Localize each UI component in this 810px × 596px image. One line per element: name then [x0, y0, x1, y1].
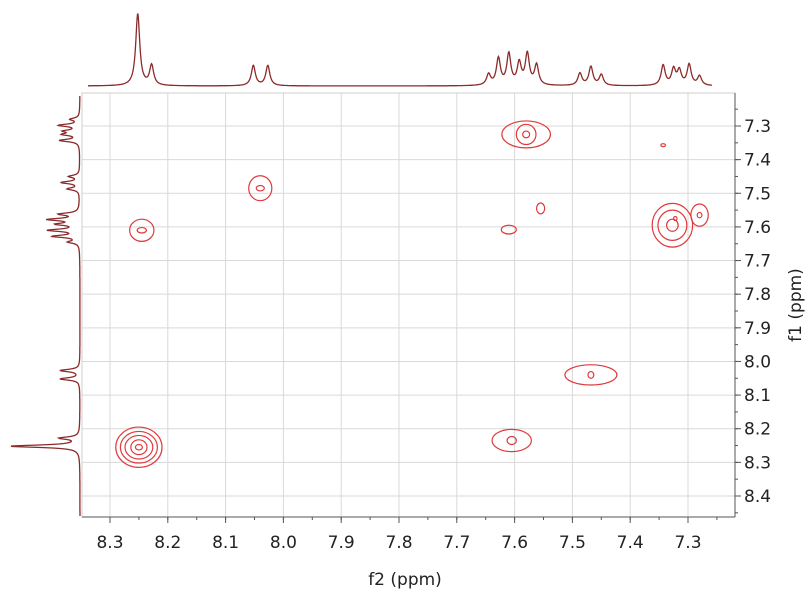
contour-level [248, 175, 273, 202]
cross-peaks [115, 120, 709, 469]
cross-peak [535, 202, 546, 215]
x-tick-label: 7.6 [501, 533, 528, 553]
contour-level [115, 426, 163, 469]
contour-level [657, 209, 688, 241]
contour-level [491, 428, 532, 453]
contour-level [672, 215, 678, 222]
contour-level [500, 224, 517, 235]
contour-level [124, 434, 154, 460]
x-tick-label: 7.7 [443, 533, 470, 553]
contour-level [119, 430, 158, 464]
contour-level [134, 443, 143, 451]
y-tick-label: 8.4 [744, 487, 771, 507]
cross-peak [651, 202, 694, 248]
f1-projection-spectrum [10, 96, 81, 516]
grid [82, 93, 735, 517]
x-tick-label: 7.3 [674, 533, 701, 553]
x-tick-label: 7.9 [328, 533, 355, 553]
y-tick-label: 7.5 [744, 184, 771, 204]
x-tick-label: 8.2 [154, 533, 181, 553]
y-axis-title: f1 (ppm) [786, 268, 806, 342]
contour-level [506, 435, 517, 446]
y-tick-label: 8.0 [744, 352, 771, 372]
x-tick-label: 7.4 [617, 533, 644, 553]
cross-peak [248, 175, 273, 202]
y-tick-label: 7.9 [744, 319, 771, 339]
y-tick-label: 7.8 [744, 285, 771, 305]
cross-peak [115, 426, 163, 469]
plot-frame [81, 92, 736, 518]
x-axis-title: f2 (ppm) [368, 570, 442, 590]
contour-level [666, 218, 679, 232]
contour-level [587, 370, 595, 379]
contour-level [690, 203, 709, 227]
cross-peak [690, 203, 709, 227]
contour-level [136, 226, 148, 234]
contour-level [501, 120, 552, 149]
contour-level [522, 130, 531, 139]
contour-level [130, 439, 148, 456]
f2-projection-spectrum [88, 13, 713, 87]
y-tick-label: 7.4 [744, 151, 771, 171]
f1-axis: 7.3 7.4 7.5 7.6 7.7 7.8 7.9 8.0 8.1 8.2 8.3 8.4 [734, 93, 771, 517]
f1-projection-trace [10, 96, 81, 516]
contour-level [660, 143, 667, 148]
x-tick-label: 8.3 [96, 533, 123, 553]
contour-level [564, 364, 618, 386]
x-tick-label: 7.8 [385, 533, 412, 553]
x-tick-label: 8.1 [212, 533, 239, 553]
contour-level [535, 202, 546, 215]
cross-peak [672, 215, 678, 222]
y-tick-label: 7.7 [744, 252, 771, 272]
f2-projection-trace [88, 13, 713, 87]
y-tick-label: 8.1 [744, 386, 771, 406]
y-tick-label: 7.6 [744, 218, 771, 238]
x-tick-label: 7.5 [559, 533, 586, 553]
cross-peak [129, 218, 155, 242]
y-tick-label: 8.3 [744, 453, 771, 473]
contour-level [129, 218, 155, 242]
cross-peak [500, 224, 517, 235]
contour-level [515, 123, 537, 146]
y-tick-label: 8.2 [744, 420, 771, 440]
cross-peak [660, 143, 667, 148]
cross-peak [501, 120, 552, 149]
f2-axis: 8.3 8.2 8.1 8.0 7.9 7.8 7.7 7.6 7.5 7.4 7.3 [82, 516, 735, 553]
cross-peak [564, 364, 618, 386]
cross-peak [491, 428, 532, 453]
contour-level [651, 202, 694, 248]
contour-level [255, 184, 265, 192]
y-tick-label: 7.3 [744, 117, 771, 137]
contour-level [696, 211, 703, 219]
x-tick-label: 8.0 [270, 533, 297, 553]
